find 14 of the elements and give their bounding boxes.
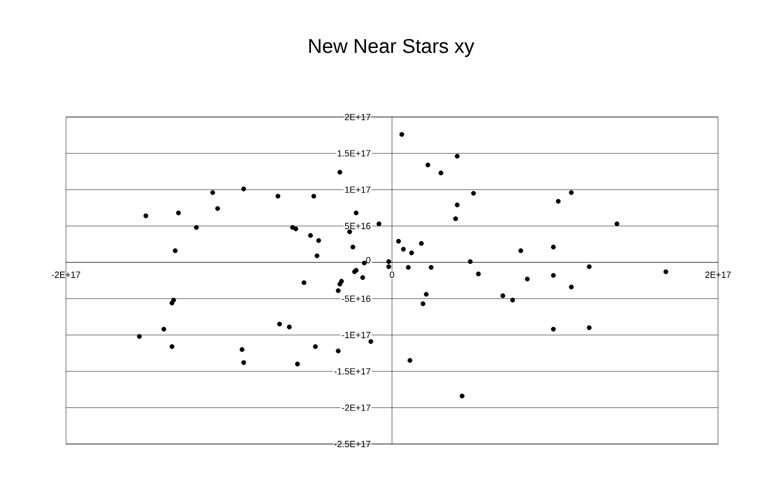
y-tick-label: -2E+17 bbox=[342, 404, 370, 411]
chart-title: New Near Stars xy bbox=[309, 38, 474, 58]
x-tick-label: 2E+17 bbox=[705, 272, 731, 278]
y-tick-label: 2E+17 bbox=[344, 114, 370, 120]
y-tick-label: -5E+16 bbox=[342, 295, 370, 302]
y-tick-label: -1.5E+17 bbox=[334, 368, 370, 374]
y-tick-label: -1E+17 bbox=[342, 332, 370, 338]
x-tick-label: -2E+17 bbox=[52, 272, 80, 278]
y-tick-label: 5E+16 bbox=[344, 222, 370, 230]
y-tick-label: 1.5E+17 bbox=[338, 150, 370, 156]
x-tick-label: 0 bbox=[390, 272, 394, 278]
y-tick-label: -2.5E+17 bbox=[334, 440, 370, 448]
y-tick-label: 0 bbox=[366, 256, 370, 264]
y-tick-label: 1E+17 bbox=[345, 186, 370, 193]
